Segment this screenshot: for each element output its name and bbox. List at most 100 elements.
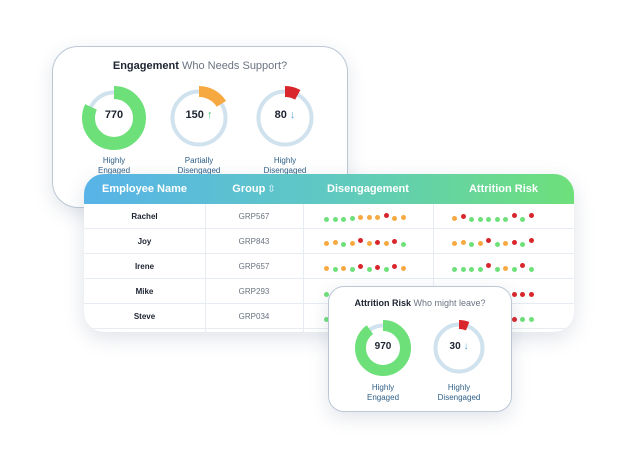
sparkline-dot [469, 217, 474, 222]
engagement-title: Engagement [112, 60, 179, 72]
sparkline-dot [383, 213, 389, 218]
attrition-highly-disengaged-value: 30 ↓ [449, 341, 469, 352]
attrition-sparkline [452, 254, 552, 279]
sparkline-dot [477, 267, 483, 272]
sparkline-dot [366, 215, 372, 220]
sparkline-dot [520, 317, 525, 322]
donut-arc [82, 86, 146, 150]
attrition-risk-card: Attrition Risk Who might leave? 970 High… [328, 286, 512, 412]
sparkline-dot [324, 241, 329, 246]
engagement-subtitle: Who Needs Support? [181, 60, 288, 72]
sparkline-dot [520, 263, 525, 268]
table-row[interactable]: Joy GRP843 [84, 229, 574, 254]
highly-engaged-value: 770 [104, 109, 124, 121]
sparkline-dot [494, 217, 500, 222]
arrow-down-icon: ↓ [463, 341, 469, 352]
col-header-attrition-risk[interactable]: Attrition Risk [468, 183, 539, 195]
sparkline-dot [349, 241, 355, 246]
column-divider [303, 204, 304, 332]
sparkline-dot [324, 317, 329, 322]
sparkline-dot [375, 215, 380, 220]
arrow-down-icon: ↓ [289, 109, 296, 121]
attrition-highly-engaged-donut[interactable]: 970 [354, 319, 412, 377]
sparkline-dot [341, 242, 346, 247]
highly-disengaged-donut[interactable]: 80 ↓ [252, 85, 318, 151]
sparkline-dot [528, 317, 534, 322]
sparkline-dot [477, 241, 483, 246]
table-header: Employee Name Group ⇳ Disengagement Attri… [84, 174, 574, 204]
highly-engaged-label: Highly Engaged [97, 156, 131, 175]
group-cell: GRP657 [238, 262, 270, 271]
highly-disengaged-value: 80 ↓ [274, 109, 296, 121]
table-row[interactable]: Irene GRP657 [84, 254, 574, 279]
sparkline-dot [375, 265, 380, 270]
col-header-group[interactable]: Group ⇳ [205, 174, 303, 204]
attrition-highly-disengaged-donut[interactable]: 30 ↓ [430, 319, 488, 377]
sparkline-dot [358, 264, 363, 269]
sparkline-dot [503, 217, 508, 222]
group-cell: GRP034 [238, 312, 270, 321]
engagement-card-title: Engagement Who Needs Support? [53, 60, 347, 72]
employee-name-cell: Irene [134, 262, 155, 271]
sparkline-dot [383, 241, 389, 246]
attrition-highly-engaged-value: 970 [374, 341, 392, 352]
disengagement-sparkline [324, 204, 424, 229]
sparkline-dot [332, 240, 338, 245]
employee-name-cell: Steve [133, 312, 156, 321]
col-header-employee-name[interactable]: Employee Name [102, 183, 187, 195]
partially-disengaged-donut-ring [167, 86, 231, 150]
sparkline-dot [469, 242, 474, 247]
sparkline-dot [511, 240, 517, 245]
sparkline-dot [324, 266, 329, 271]
employee-name-cell: Mike [135, 287, 154, 296]
sparkline-dot [349, 267, 355, 272]
sparkline-dot [511, 213, 517, 218]
sparkline-dot [511, 267, 517, 272]
sparkline-dot [520, 242, 525, 247]
sort-icon[interactable]: ⇳ [267, 184, 276, 195]
group-cell: GRP843 [238, 237, 270, 246]
sparkline-dot [332, 217, 338, 222]
sparkline-dot [341, 217, 346, 222]
sparkline-dot [528, 292, 534, 297]
attrition-highly-engaged-donut-ring [355, 320, 411, 376]
highly-disengaged-label: Highly Disengaged [263, 156, 307, 175]
sparkline-dot [460, 267, 466, 272]
sparkline-dot [392, 239, 397, 244]
attrition-highly-disengaged-donut-ring [431, 320, 487, 376]
sparkline-dot [486, 217, 491, 222]
partially-disengaged-donut[interactable]: 150 ↑ [166, 85, 232, 151]
sparkline-dot [358, 215, 363, 220]
col-header-disengagement[interactable]: Disengagement [327, 183, 409, 195]
sparkline-dot [486, 238, 491, 243]
sparkline-dot [520, 292, 525, 297]
attrition-highly-engaged-label: Highly Engaged [366, 383, 400, 402]
sparkline-dot [460, 214, 466, 219]
sparkline-dot [452, 241, 457, 246]
sparkline-dot [494, 242, 500, 247]
donut-arc [253, 86, 317, 150]
sparkline-dot [383, 267, 389, 272]
donut-arc [167, 86, 231, 150]
sparkline-dot [324, 217, 329, 222]
highly-engaged-donut[interactable]: 770 [81, 85, 147, 151]
sparkline-dot [503, 241, 508, 246]
sparkline-dot [469, 267, 474, 272]
col-header-group-label: Group [232, 183, 266, 195]
disengagement-sparkline [324, 254, 424, 279]
group-cell: GRP567 [238, 212, 270, 221]
sparkline-dot [452, 267, 457, 272]
attrition-highly-disengaged-label: Highly Disengaged [437, 383, 481, 402]
arrow-up-icon: ↑ [206, 109, 213, 121]
sparkline-dot [341, 266, 346, 271]
attrition-card-title: Attrition Risk Who might leave? [329, 298, 511, 308]
sparkline-dot [528, 213, 534, 218]
employee-name-cell: Rachel [131, 212, 158, 221]
sparkline-dot [332, 267, 338, 272]
sparkline-dot [528, 238, 534, 243]
table-row[interactable]: Rachel GRP567 [84, 204, 574, 229]
group-cell: GRP293 [238, 287, 270, 296]
sparkline-dot [452, 216, 457, 221]
partially-disengaged-label: Partially Disengaged [177, 156, 221, 175]
